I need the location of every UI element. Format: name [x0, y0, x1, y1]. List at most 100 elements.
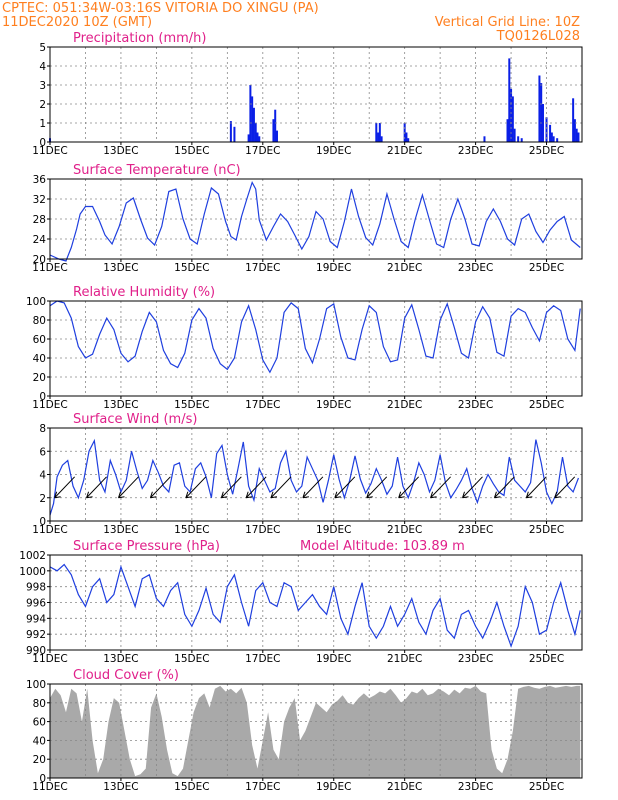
- precip-bar: [577, 132, 580, 142]
- wind-arrowhead: [334, 491, 341, 499]
- y-tick-label: 4: [39, 470, 46, 482]
- wind-arrow: [86, 476, 107, 499]
- y-tick-label: 998: [26, 582, 46, 594]
- precip-bar: [552, 136, 555, 142]
- series-line: [49, 438, 580, 516]
- precip-bar: [541, 104, 544, 142]
- y-tick-label: 80: [33, 315, 46, 327]
- wind-arrow: [398, 476, 420, 499]
- panel-title: Surface Wind (m/s): [73, 412, 197, 427]
- x-tick-label: 19DEC: [316, 145, 351, 157]
- precip-bar: [251, 96, 254, 142]
- precip-bar: [520, 138, 523, 142]
- series-line: [49, 180, 581, 262]
- wind-arrow: [334, 476, 356, 499]
- y-tick-label: 36: [33, 174, 47, 186]
- wind-arrowhead: [430, 491, 437, 499]
- x-tick-label: 11DEC: [32, 262, 67, 274]
- precip-bar: [380, 136, 383, 142]
- y-tick-label: 20: [33, 254, 46, 266]
- wind-arrow: [430, 476, 451, 499]
- date-header: 11DEC2020 10Z (GMT): [2, 15, 153, 30]
- precip-bar: [573, 119, 576, 142]
- y-tick-label: 3: [39, 80, 46, 92]
- y-tick-label: 32: [33, 194, 46, 206]
- wind-arrowhead: [185, 491, 192, 499]
- precip-bar: [252, 107, 255, 142]
- precip-bar: [274, 109, 277, 142]
- wind-arrowhead: [554, 491, 561, 499]
- wind-arrow: [270, 476, 292, 499]
- wind-arrowhead: [118, 491, 125, 499]
- y-tick-label: 6: [39, 446, 46, 458]
- x-tick-label: 15DEC: [174, 524, 209, 536]
- x-tick-label: 21DEC: [387, 399, 422, 411]
- x-tick-label: 21DEC: [387, 262, 422, 274]
- precip-bar: [375, 123, 378, 142]
- y-tick-label: 20: [33, 372, 46, 384]
- precip-bar: [572, 98, 575, 142]
- y-tick-label: 40: [33, 735, 46, 747]
- y-tick-label: 0: [39, 137, 46, 149]
- x-tick-label: 25DEC: [529, 524, 564, 536]
- x-tick-label: 11DEC: [32, 653, 67, 665]
- x-tick-label: 25DEC: [529, 145, 564, 157]
- y-tick-label: 28: [33, 214, 46, 226]
- panel-title: Surface Temperature (nC): [73, 163, 241, 178]
- y-tick-label: 1: [39, 118, 46, 130]
- panel-5: 0 20 40 60 80 100 11DEC 13DEC 15DEC 17DEC 19DEC 21D…: [26, 668, 583, 793]
- x-tick-label: 23DEC: [458, 399, 493, 411]
- x-tick-label: 19DEC: [316, 399, 351, 411]
- precip-bar: [377, 132, 380, 142]
- x-tick-label: 17DEC: [245, 653, 280, 665]
- x-tick-label: 13DEC: [103, 524, 138, 536]
- wind-arrow: [245, 476, 267, 499]
- wind-arrow: [462, 476, 483, 499]
- x-tick-label: 13DEC: [103, 781, 138, 793]
- y-tick-label: 996: [26, 598, 46, 610]
- x-tick-label: 15DEC: [174, 145, 209, 157]
- x-tick-label: 13DEC: [103, 145, 138, 157]
- y-tick-label: 1000: [19, 566, 46, 578]
- y-tick-label: 20: [33, 754, 46, 766]
- wind-arrow: [185, 476, 207, 499]
- precip-bar: [256, 132, 259, 142]
- x-tick-label: 25DEC: [529, 262, 564, 274]
- precip-bar: [538, 75, 541, 142]
- wind-arrowhead: [54, 491, 61, 499]
- y-tick-label: 992: [26, 629, 46, 641]
- panel-title: Cloud Cover (%): [73, 668, 179, 683]
- x-tick-label: 23DEC: [458, 781, 493, 793]
- precip-bar: [506, 119, 509, 142]
- x-tick-label: 13DEC: [103, 262, 138, 274]
- y-tick-label: 4: [39, 61, 46, 73]
- precip-bar: [549, 124, 552, 142]
- grid-note: Vertical Grid Line: 10Z: [434, 15, 580, 30]
- x-tick-label: 19DEC: [316, 524, 351, 536]
- wind-arrow: [54, 476, 76, 499]
- precip-bar: [229, 121, 232, 142]
- wind-arrowhead: [398, 491, 405, 499]
- x-tick-label: 17DEC: [245, 262, 280, 274]
- panel-subtitle: Model Altitude: 103.89 m: [300, 539, 465, 554]
- wind-arrowhead: [149, 491, 157, 499]
- x-tick-label: 15DEC: [174, 262, 209, 274]
- panel-title: Precipitation (mm/h): [73, 31, 206, 46]
- y-tick-label: 60: [33, 717, 46, 729]
- precip-bar: [575, 128, 578, 142]
- wind-arrow: [494, 476, 515, 499]
- precip-bar: [254, 123, 257, 142]
- x-tick-label: 19DEC: [316, 781, 351, 793]
- x-tick-label: 23DEC: [458, 524, 493, 536]
- panel-0: 0 1 2 3 4 5 11DEC 13DEC 15DEC 17DEC 19DEC 21DEC 23DE…: [32, 31, 583, 157]
- x-tick-label: 17DEC: [245, 781, 280, 793]
- cloud-area: [50, 685, 581, 778]
- precip-bar: [258, 136, 261, 142]
- panel-frame: [49, 683, 583, 779]
- y-tick-label: 60: [33, 334, 46, 346]
- x-tick-label: 21DEC: [387, 653, 422, 665]
- precip-bar: [508, 58, 511, 142]
- wind-arrowhead: [220, 491, 228, 499]
- x-tick-label: 23DEC: [458, 262, 493, 274]
- precip-bar: [550, 132, 553, 142]
